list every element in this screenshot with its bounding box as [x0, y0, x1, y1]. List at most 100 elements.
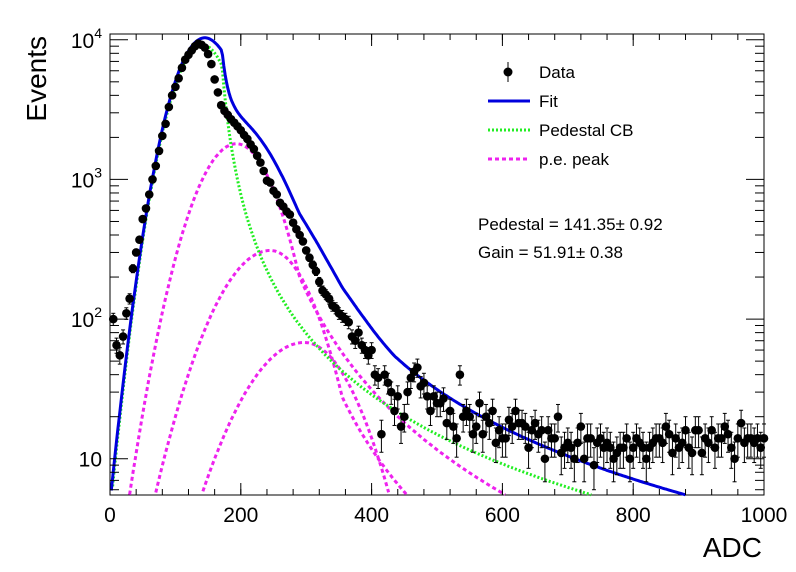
data-point [677, 427, 687, 464]
data-point [354, 325, 363, 341]
data-point [553, 403, 563, 433]
data-series [108, 39, 769, 491]
x-axis: 0 200 400 600 800 1000 [104, 34, 787, 527]
data-point [481, 403, 491, 433]
plot-frame [109, 33, 765, 496]
data-point [174, 73, 183, 83]
data-point [759, 423, 769, 458]
legend-label: Pedestal CB [539, 121, 634, 140]
data-point [471, 412, 481, 444]
data-point [265, 178, 275, 187]
x-tick-label: 0 [104, 504, 116, 527]
legend-entry: p.e. peak [488, 150, 609, 169]
data-point [573, 427, 582, 464]
data-point [727, 431, 736, 469]
data-point [638, 431, 648, 469]
data-point [576, 412, 586, 444]
legend-label: Fit [539, 92, 558, 111]
data-point [252, 151, 262, 160]
data-point [125, 293, 134, 305]
data-point [704, 427, 713, 464]
data-point [213, 88, 223, 97]
data-point [118, 329, 128, 345]
y-tick-label: 103 [71, 164, 102, 192]
data-point [311, 266, 321, 277]
data-point [154, 146, 164, 156]
data-point [720, 412, 730, 444]
data-point [259, 166, 268, 176]
data-point [537, 416, 546, 449]
legend-entry: Fit [488, 92, 558, 111]
data-point [256, 158, 265, 167]
data-point [131, 248, 141, 257]
data-point [550, 423, 560, 458]
data-point [128, 264, 138, 274]
pedestal-annotation: Pedestal = 141.35± 0.92 [478, 215, 663, 234]
x-tick-label: 800 [616, 504, 651, 527]
data-point [249, 144, 259, 154]
legend-label: Data [539, 63, 575, 82]
data-point [350, 333, 360, 349]
data-point [144, 190, 154, 199]
pe-peak-curve [154, 249, 409, 496]
x-tick-label: 400 [354, 504, 389, 527]
data-point [158, 131, 167, 141]
data-point [210, 75, 219, 84]
data-point [455, 365, 465, 386]
data-point [658, 427, 667, 464]
y-tick-label: 104 [71, 25, 102, 53]
data-point [377, 419, 386, 453]
data-point [475, 391, 484, 418]
data-point [386, 381, 396, 405]
data-point [596, 423, 605, 458]
y-axis-title: Events [21, 36, 52, 122]
legend-entry: Data [503, 62, 575, 82]
data-point [295, 230, 304, 240]
data-point [167, 91, 177, 100]
data-point [452, 423, 461, 458]
data-point [687, 436, 697, 476]
data-point [494, 416, 504, 449]
data-point [135, 235, 144, 245]
data-point [367, 342, 376, 359]
legend-marker [503, 67, 513, 77]
data-point [344, 315, 354, 330]
data-point [177, 63, 187, 73]
data-point [566, 431, 576, 469]
x-tick-label: 200 [223, 504, 258, 527]
data-point [756, 431, 766, 469]
data-point [694, 416, 703, 449]
data-point [465, 403, 475, 433]
data-point [501, 423, 510, 458]
legend-label: p.e. peak [539, 150, 609, 169]
data-point [439, 387, 448, 412]
y-tick-label: 10 [79, 449, 102, 472]
data-point [717, 423, 726, 458]
data-point [668, 436, 677, 476]
data-point [141, 204, 151, 213]
data-point [138, 214, 147, 224]
data-point [730, 441, 739, 483]
data-point [151, 161, 161, 171]
data-point [203, 49, 213, 59]
data-point [520, 412, 530, 444]
legend-entry: Pedestal CB [488, 121, 634, 140]
y-axis: 10 102 103 104 [71, 25, 764, 491]
data-point [148, 175, 157, 184]
data-point [400, 403, 409, 433]
data-point [733, 423, 743, 458]
data-point [507, 412, 517, 444]
gain-annotation: Gain = 51.91± 0.38 [478, 243, 623, 262]
x-axis-title: ADC [703, 532, 762, 563]
data-point [413, 358, 422, 378]
data-point [161, 119, 170, 129]
data-point [207, 59, 216, 69]
data-point [403, 381, 412, 405]
data-point [164, 102, 174, 112]
x-tick-label: 1000 [741, 504, 788, 527]
y-tick-label: 102 [71, 304, 102, 332]
data-point [171, 82, 180, 92]
data-point [373, 368, 383, 390]
